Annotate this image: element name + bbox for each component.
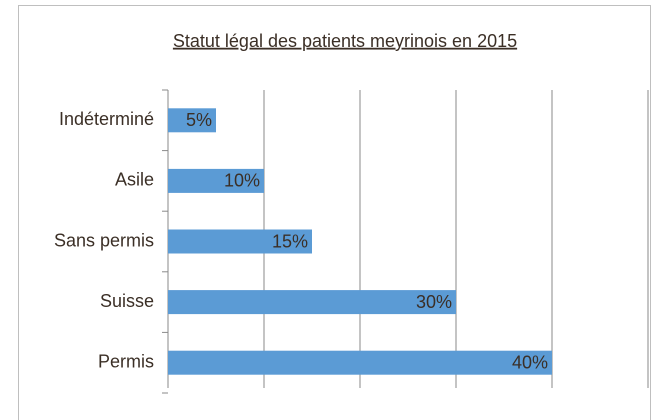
data-label: 40%	[512, 352, 548, 372]
y-tick-label: Sans permis	[54, 230, 154, 250]
bar	[168, 168, 264, 193]
bar	[168, 290, 456, 315]
data-label: 10%	[224, 171, 260, 191]
y-tick-label: Asile	[115, 170, 154, 190]
y-tick-label: Indéterminé	[59, 109, 154, 129]
y-tick-label: Permis	[98, 351, 154, 371]
data-label: 15%	[272, 231, 308, 251]
bar	[168, 350, 552, 375]
data-label: 5%	[186, 110, 212, 130]
chart-title: Statut légal des patients meyrinois en 2…	[173, 31, 517, 51]
y-tick-label: Suisse	[100, 291, 154, 311]
bar	[168, 229, 312, 254]
data-label: 30%	[416, 292, 452, 312]
bar	[168, 108, 216, 133]
